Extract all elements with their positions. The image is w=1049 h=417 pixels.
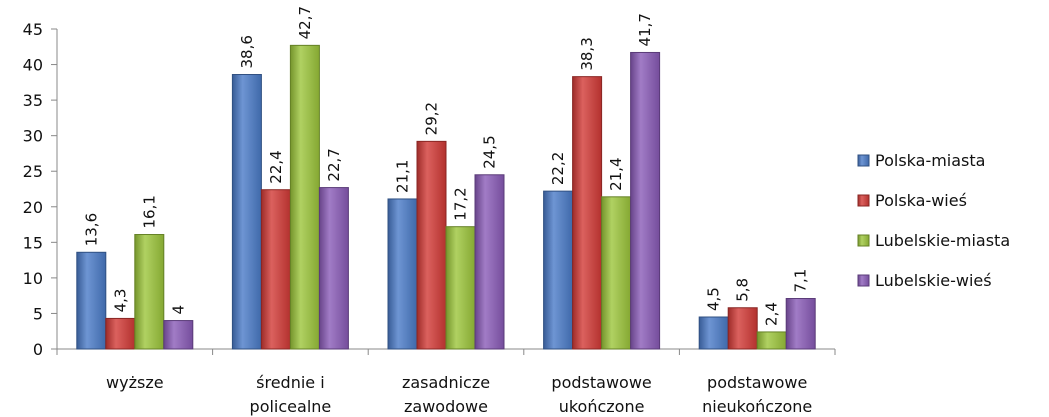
data-label: 21,4: [607, 157, 625, 190]
y-tick-label: 15: [23, 233, 43, 252]
data-label: 4,3: [111, 289, 129, 313]
y-tick-label: 40: [23, 56, 43, 75]
bar-polska-wie-: [572, 76, 603, 350]
y-tick-label: 0: [33, 340, 43, 359]
bar-lubelskie-miasta: [289, 44, 320, 350]
x-category-label: średnie i policealne: [250, 373, 332, 416]
legend-swatch: [857, 194, 870, 207]
data-labels: 13,6 4,3 16,1 4 38,6 22,4 42,7 22,7 21,1 29,2 17,2…: [82, 6, 809, 326]
data-label: 21,1: [394, 160, 412, 193]
legend-swatch: [857, 274, 870, 287]
data-label: 22,7: [325, 148, 343, 181]
data-label: 17,2: [452, 187, 470, 220]
bar-polska-miasta: [698, 316, 729, 350]
bar-polska-wie-: [416, 140, 447, 350]
data-label: 22,2: [549, 152, 567, 185]
bar-lubelskie-wie-: [474, 174, 505, 350]
data-label: 2,4: [763, 302, 781, 326]
data-label: 41,7: [636, 13, 654, 46]
legend: Polska-miasta Polska-wieś Lubelskie-miasta…: [857, 151, 1010, 290]
bar-polska-miasta: [387, 198, 418, 350]
x-category-label: podstawowe nieukończone: [702, 373, 812, 416]
y-tick-label: 10: [23, 269, 43, 288]
y-tick-label: 30: [23, 127, 43, 146]
data-label: 5,8: [734, 278, 752, 302]
data-label: 38,3: [578, 37, 596, 70]
y-tick-label: 35: [23, 91, 43, 110]
data-label: 13,6: [82, 213, 100, 246]
bars: [76, 44, 816, 350]
bar-lubelskie-miasta: [445, 226, 476, 350]
x-category-label: zasadnicze zawodowe: [402, 373, 490, 416]
data-label: 29,2: [423, 102, 441, 135]
legend-label: Polska-wieś: [875, 191, 967, 210]
axes: 0 5 10 15 20 25 30 35 40 45 wyższe średnie i policea…: [23, 20, 836, 416]
bar-lubelskie-wie-: [630, 51, 661, 350]
data-label: 42,7: [296, 6, 314, 39]
legend-swatch: [857, 154, 870, 167]
bar-lubelskie-wie-: [163, 320, 194, 350]
data-label: 38,6: [238, 35, 256, 68]
legend-label: Polska-miasta: [875, 151, 985, 170]
bar-polska-wie-: [727, 307, 758, 350]
y-tick-label: 45: [23, 20, 43, 39]
y-tick-label: 5: [33, 304, 43, 323]
data-label: 16,1: [140, 195, 158, 228]
legend-swatch: [857, 234, 870, 247]
bar-polska-miasta: [231, 74, 262, 350]
data-label: 22,4: [267, 150, 285, 183]
bar-polska-wie-: [260, 189, 291, 350]
bar-lubelskie-miasta: [756, 331, 787, 350]
bar-polska-miasta: [76, 251, 107, 350]
bar-lubelskie-wie-: [785, 298, 816, 350]
y-tick-label: 20: [23, 198, 43, 217]
legend-label: Lubelskie-wieś: [875, 271, 992, 290]
data-label: 7,1: [792, 269, 810, 293]
x-category-label: podstawowe ukończone: [551, 373, 651, 416]
bar-polska-wie-: [105, 317, 136, 350]
bar-lubelskie-wie-: [318, 187, 349, 350]
bar-lubelskie-miasta: [601, 196, 632, 350]
legend-label: Lubelskie-miasta: [875, 231, 1010, 250]
data-label: 24,5: [481, 135, 499, 168]
data-label: 4: [169, 305, 187, 315]
y-tick-label: 25: [23, 162, 43, 181]
x-category-label: wyższe: [106, 373, 164, 392]
bar-polska-miasta: [543, 190, 574, 350]
bar-lubelskie-miasta: [134, 234, 165, 350]
data-label: 4,5: [705, 287, 723, 311]
